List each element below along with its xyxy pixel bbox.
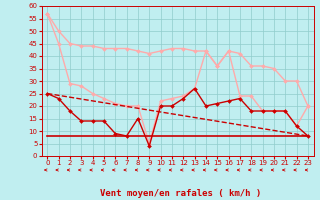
Text: Vent moyen/en rafales ( km/h ): Vent moyen/en rafales ( km/h ) [100,189,261,198]
